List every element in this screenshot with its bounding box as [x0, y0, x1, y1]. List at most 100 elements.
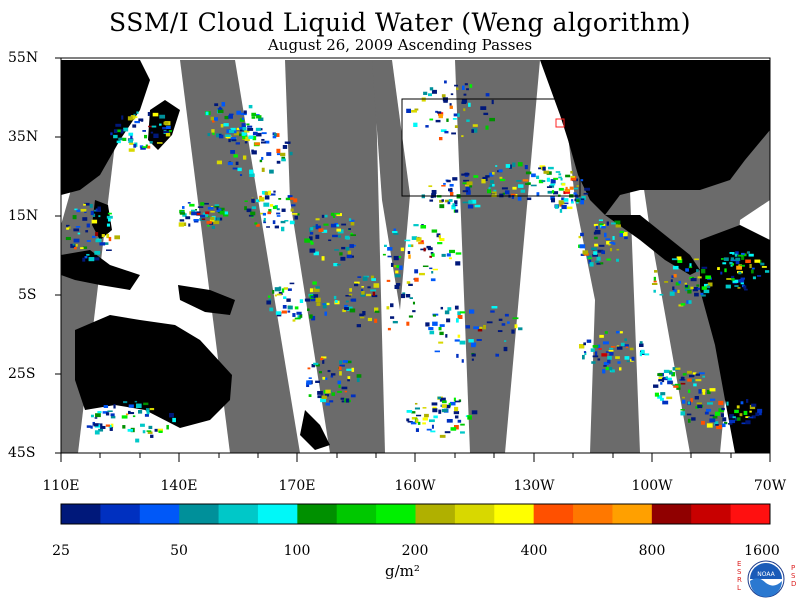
cloud-water-speck: [639, 343, 644, 348]
cloud-water-speck: [745, 399, 749, 403]
cloud-water-speck: [207, 215, 210, 218]
cloud-water-speck: [685, 284, 689, 288]
cloud-water-speck: [707, 285, 711, 289]
cloud-water-speck: [146, 409, 150, 415]
cloud-water-speck: [617, 361, 621, 364]
cloud-water-speck: [321, 229, 328, 233]
cloud-water-speck: [309, 248, 316, 253]
cloud-water-speck: [702, 390, 706, 395]
cloud-water-speck: [106, 249, 112, 251]
cloud-water-speck: [570, 201, 574, 204]
cloud-water-speck: [84, 202, 90, 206]
cloud-water-speck: [739, 413, 743, 417]
cloud-water-speck: [246, 123, 250, 126]
cloud-water-speck: [694, 258, 699, 261]
cloud-water-speck: [702, 388, 706, 393]
cloud-water-speck: [491, 306, 498, 309]
cloud-water-speck: [547, 190, 553, 194]
cloud-water-speck: [354, 281, 360, 284]
cloud-water-speck: [593, 251, 598, 255]
cloud-water-speck: [297, 315, 302, 319]
cloud-water-speck: [374, 318, 378, 323]
cloud-water-speck: [339, 364, 345, 367]
cloud-water-speck: [235, 161, 239, 166]
cloud-water-speck: [690, 286, 694, 290]
cloud-water-speck: [517, 184, 524, 188]
cloud-water-speck: [749, 410, 752, 413]
cloud-water-speck: [592, 355, 599, 358]
cloud-water-speck: [729, 419, 736, 424]
cloud-water-speck: [743, 253, 747, 257]
cloud-water-speck: [421, 97, 426, 102]
cloud-water-speck: [417, 421, 421, 425]
cloud-water-speck: [686, 413, 692, 416]
cloud-water-speck: [615, 224, 621, 228]
cloud-water-speck: [617, 331, 623, 334]
cloud-water-speck: [468, 102, 471, 107]
cloud-water-speck: [667, 380, 673, 385]
cloud-water-speck: [402, 292, 406, 296]
cloud-water-speck: [110, 415, 116, 419]
cloud-water-speck: [315, 225, 321, 230]
cloud-water-speck: [576, 201, 579, 204]
cloud-water-speck: [244, 200, 248, 203]
cloud-water-speck: [748, 416, 754, 419]
cloud-water-speck: [526, 197, 532, 201]
cloud-water-speck: [341, 246, 346, 250]
cloud-water-speck: [443, 99, 448, 103]
cloud-water-speck: [74, 247, 77, 250]
cloud-water-speck: [99, 242, 106, 246]
cloud-water-speck: [346, 254, 352, 259]
cloud-water-speck: [449, 249, 456, 254]
cloud-water-speck: [688, 300, 692, 304]
cloud-water-speck: [386, 306, 390, 310]
cloud-water-speck: [543, 170, 550, 174]
cloud-water-speck: [466, 88, 469, 91]
cloud-water-speck: [653, 384, 659, 388]
cloud-water-speck: [586, 339, 592, 343]
cloud-water-speck: [561, 183, 566, 186]
cloud-water-speck: [576, 199, 580, 203]
cloud-water-speck: [350, 255, 355, 258]
cloud-water-speck: [405, 293, 411, 298]
cloud-water-speck: [539, 165, 546, 169]
cloud-water-speck: [427, 93, 433, 97]
cloud-water-speck: [407, 244, 412, 248]
cloud-water-speck: [221, 102, 226, 107]
cloud-water-speck: [443, 182, 446, 185]
cloud-water-speck: [356, 377, 360, 383]
cloud-water-speck: [341, 223, 347, 226]
cloud-water-speck: [749, 404, 756, 410]
cloud-water-speck: [722, 262, 727, 265]
cloud-water-speck: [512, 186, 517, 190]
cloud-water-speck: [741, 252, 745, 256]
cloud-water-speck: [393, 233, 399, 235]
cloud-water-speck: [439, 204, 445, 209]
cloud-water-speck: [457, 315, 463, 320]
cloud-water-speck: [196, 212, 201, 216]
colorbar-label-100: 100: [283, 543, 311, 559]
cloud-water-speck: [348, 293, 353, 296]
cloud-water-speck: [736, 265, 742, 270]
cloud-water-speck: [455, 261, 461, 266]
cloud-water-speck: [555, 171, 561, 173]
cloud-water-speck: [480, 106, 487, 110]
cloud-water-speck: [729, 261, 733, 265]
cloud-water-speck: [430, 430, 436, 433]
cloud-water-speck: [313, 251, 319, 256]
cloud-water-speck: [225, 134, 231, 137]
lat-label-55n: 55N: [8, 50, 39, 66]
cloud-water-speck: [597, 358, 601, 361]
cloud-water-speck: [490, 180, 494, 184]
cloud-water-speck: [370, 289, 377, 292]
cloud-water-speck: [464, 184, 470, 187]
cloud-water-speck: [461, 85, 465, 90]
cloud-water-speck: [672, 286, 675, 291]
cloud-water-speck: [387, 246, 393, 251]
cloud-water-speck: [579, 179, 584, 182]
cloud-water-speck: [459, 311, 466, 314]
cloud-water-speck: [74, 208, 78, 211]
cloud-water-speck: [580, 198, 585, 201]
